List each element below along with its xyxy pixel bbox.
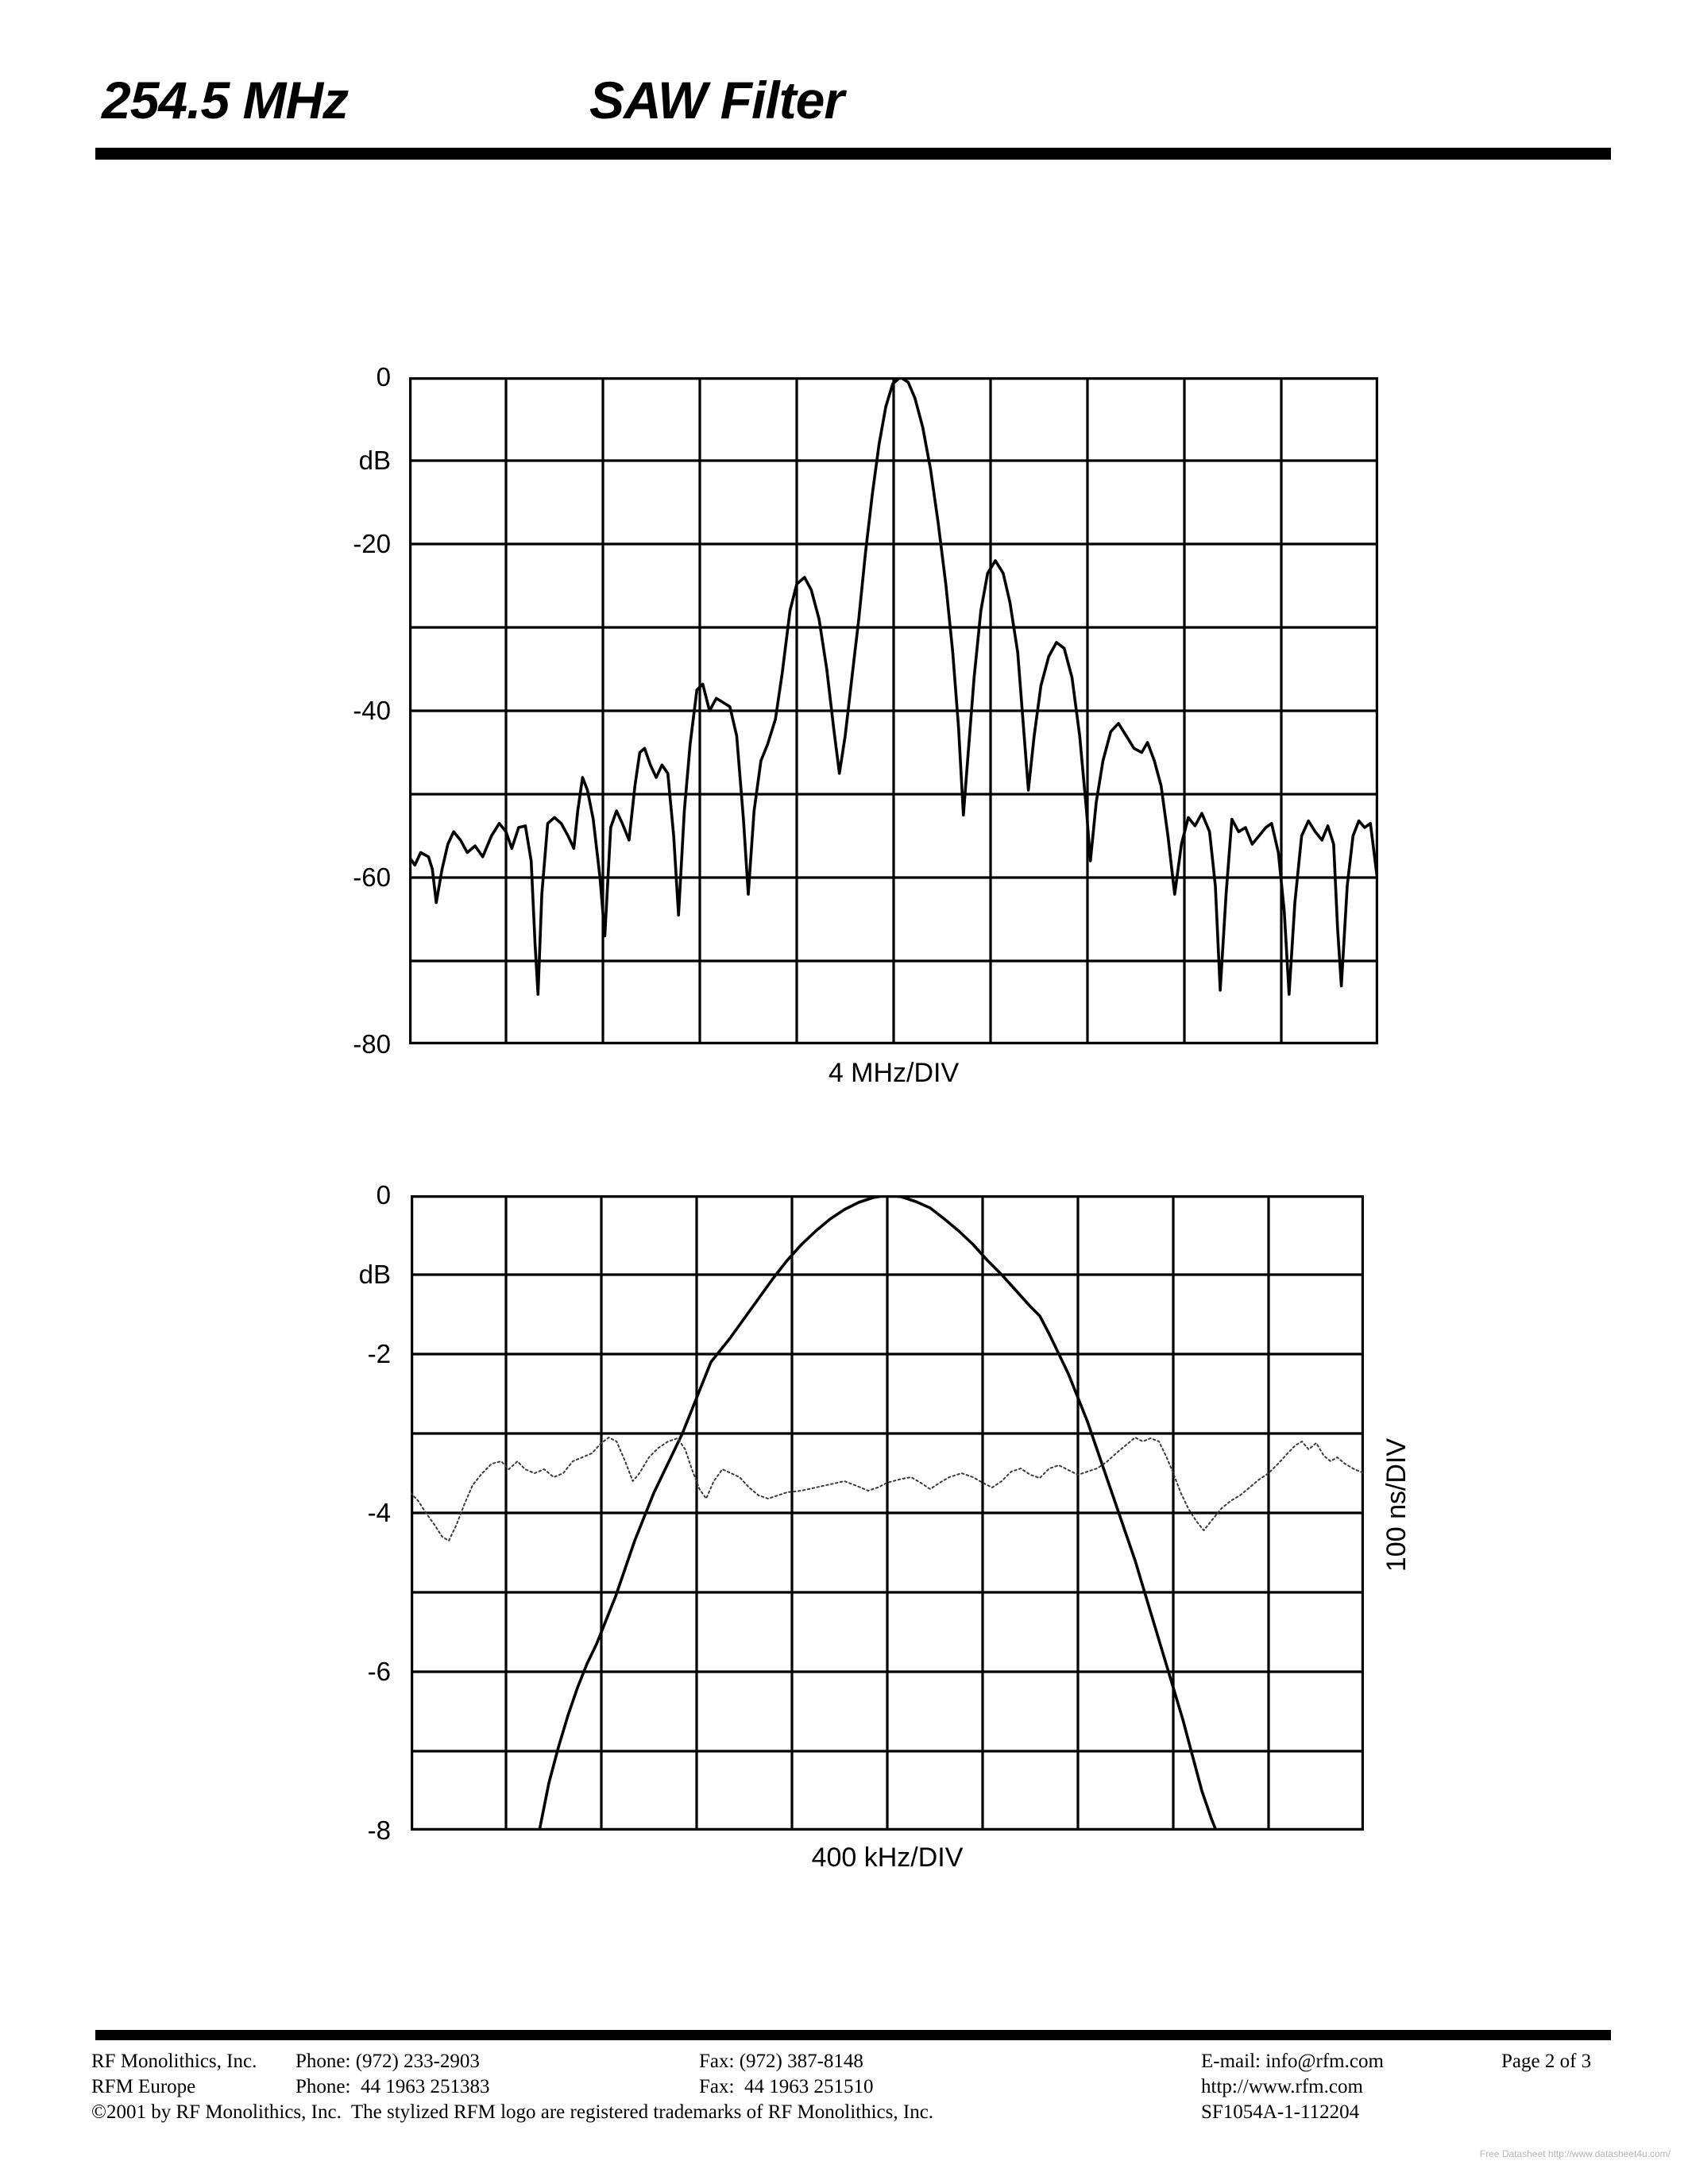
wideband-response-plot [408,376,1380,1044]
passband-response-plot [410,1194,1365,1832]
passband-response-plot-svg [410,1194,1365,1832]
chart2-xaxis-label: 400 kHz/DIV [811,1843,964,1873]
chart2-ytick-2: -2 [367,1339,391,1368]
chart1-xaxis-label: 4 MHz/DIV [828,1058,960,1088]
chart2-ytick-6: -6 [367,1657,391,1686]
footer-website: http://www.rfm.com [1201,2076,1363,2097]
chart1-ytick-40: -40 [353,696,391,725]
chart1-ylabel-db: dB [358,446,391,475]
chart2-ytick-0: 0 [376,1180,391,1210]
chart2-right-axis-label: 100 ns/DIV [1381,1437,1412,1572]
footer-fax-1: Fax: (972) 387-8148 [699,2051,863,2072]
chart1-ytick-80: -80 [353,1029,391,1059]
page-title-frequency: 254.5 MHz [102,71,349,129]
footer-phone-1: Phone: (972) 233-2903 [295,2051,480,2072]
header-rule [95,148,1611,160]
chart2-ytick-4: -4 [367,1498,391,1527]
page-title-product: SAW Filter [589,71,844,129]
footer-page-number: Page 2 of 3 [1501,2051,1592,2072]
footer-email: E-mail: info@rfm.com [1201,2051,1384,2072]
group-delay-trace [410,1437,1365,1542]
wideband-response-plot-svg [408,376,1380,1044]
footer-rule [95,2030,1611,2040]
footer-phone-2: Phone: 44 1963 251383 [295,2076,490,2097]
footer-company-2: RFM Europe [91,2076,196,2097]
footer-company-1: RF Monolithics, Inc. [91,2051,257,2072]
watermark-text: Free Datasheet http://www.datasheet4u.co… [1479,2148,1671,2159]
chart1-ytick-60: -60 [353,862,391,892]
grid-lines [409,377,1378,1044]
grid-lines [411,1195,1364,1831]
chart1-ytick-20: -20 [353,529,391,558]
chart1-ytick-0: 0 [376,362,391,392]
chart2-ylabel-db: dB [358,1260,391,1289]
wideband-amplitude-response-trace [408,376,1380,996]
footer-fax-2: Fax: 44 1963 251510 [699,2076,874,2097]
passband-amplitude-response-trace [538,1194,1218,1832]
chart2-ytick-8: -8 [367,1815,391,1845]
footer-copyright: ©2001 by RF Monolithics, Inc. The styliz… [91,2101,934,2123]
footer-doc-number: SF1054A-1-112204 [1201,2101,1360,2123]
